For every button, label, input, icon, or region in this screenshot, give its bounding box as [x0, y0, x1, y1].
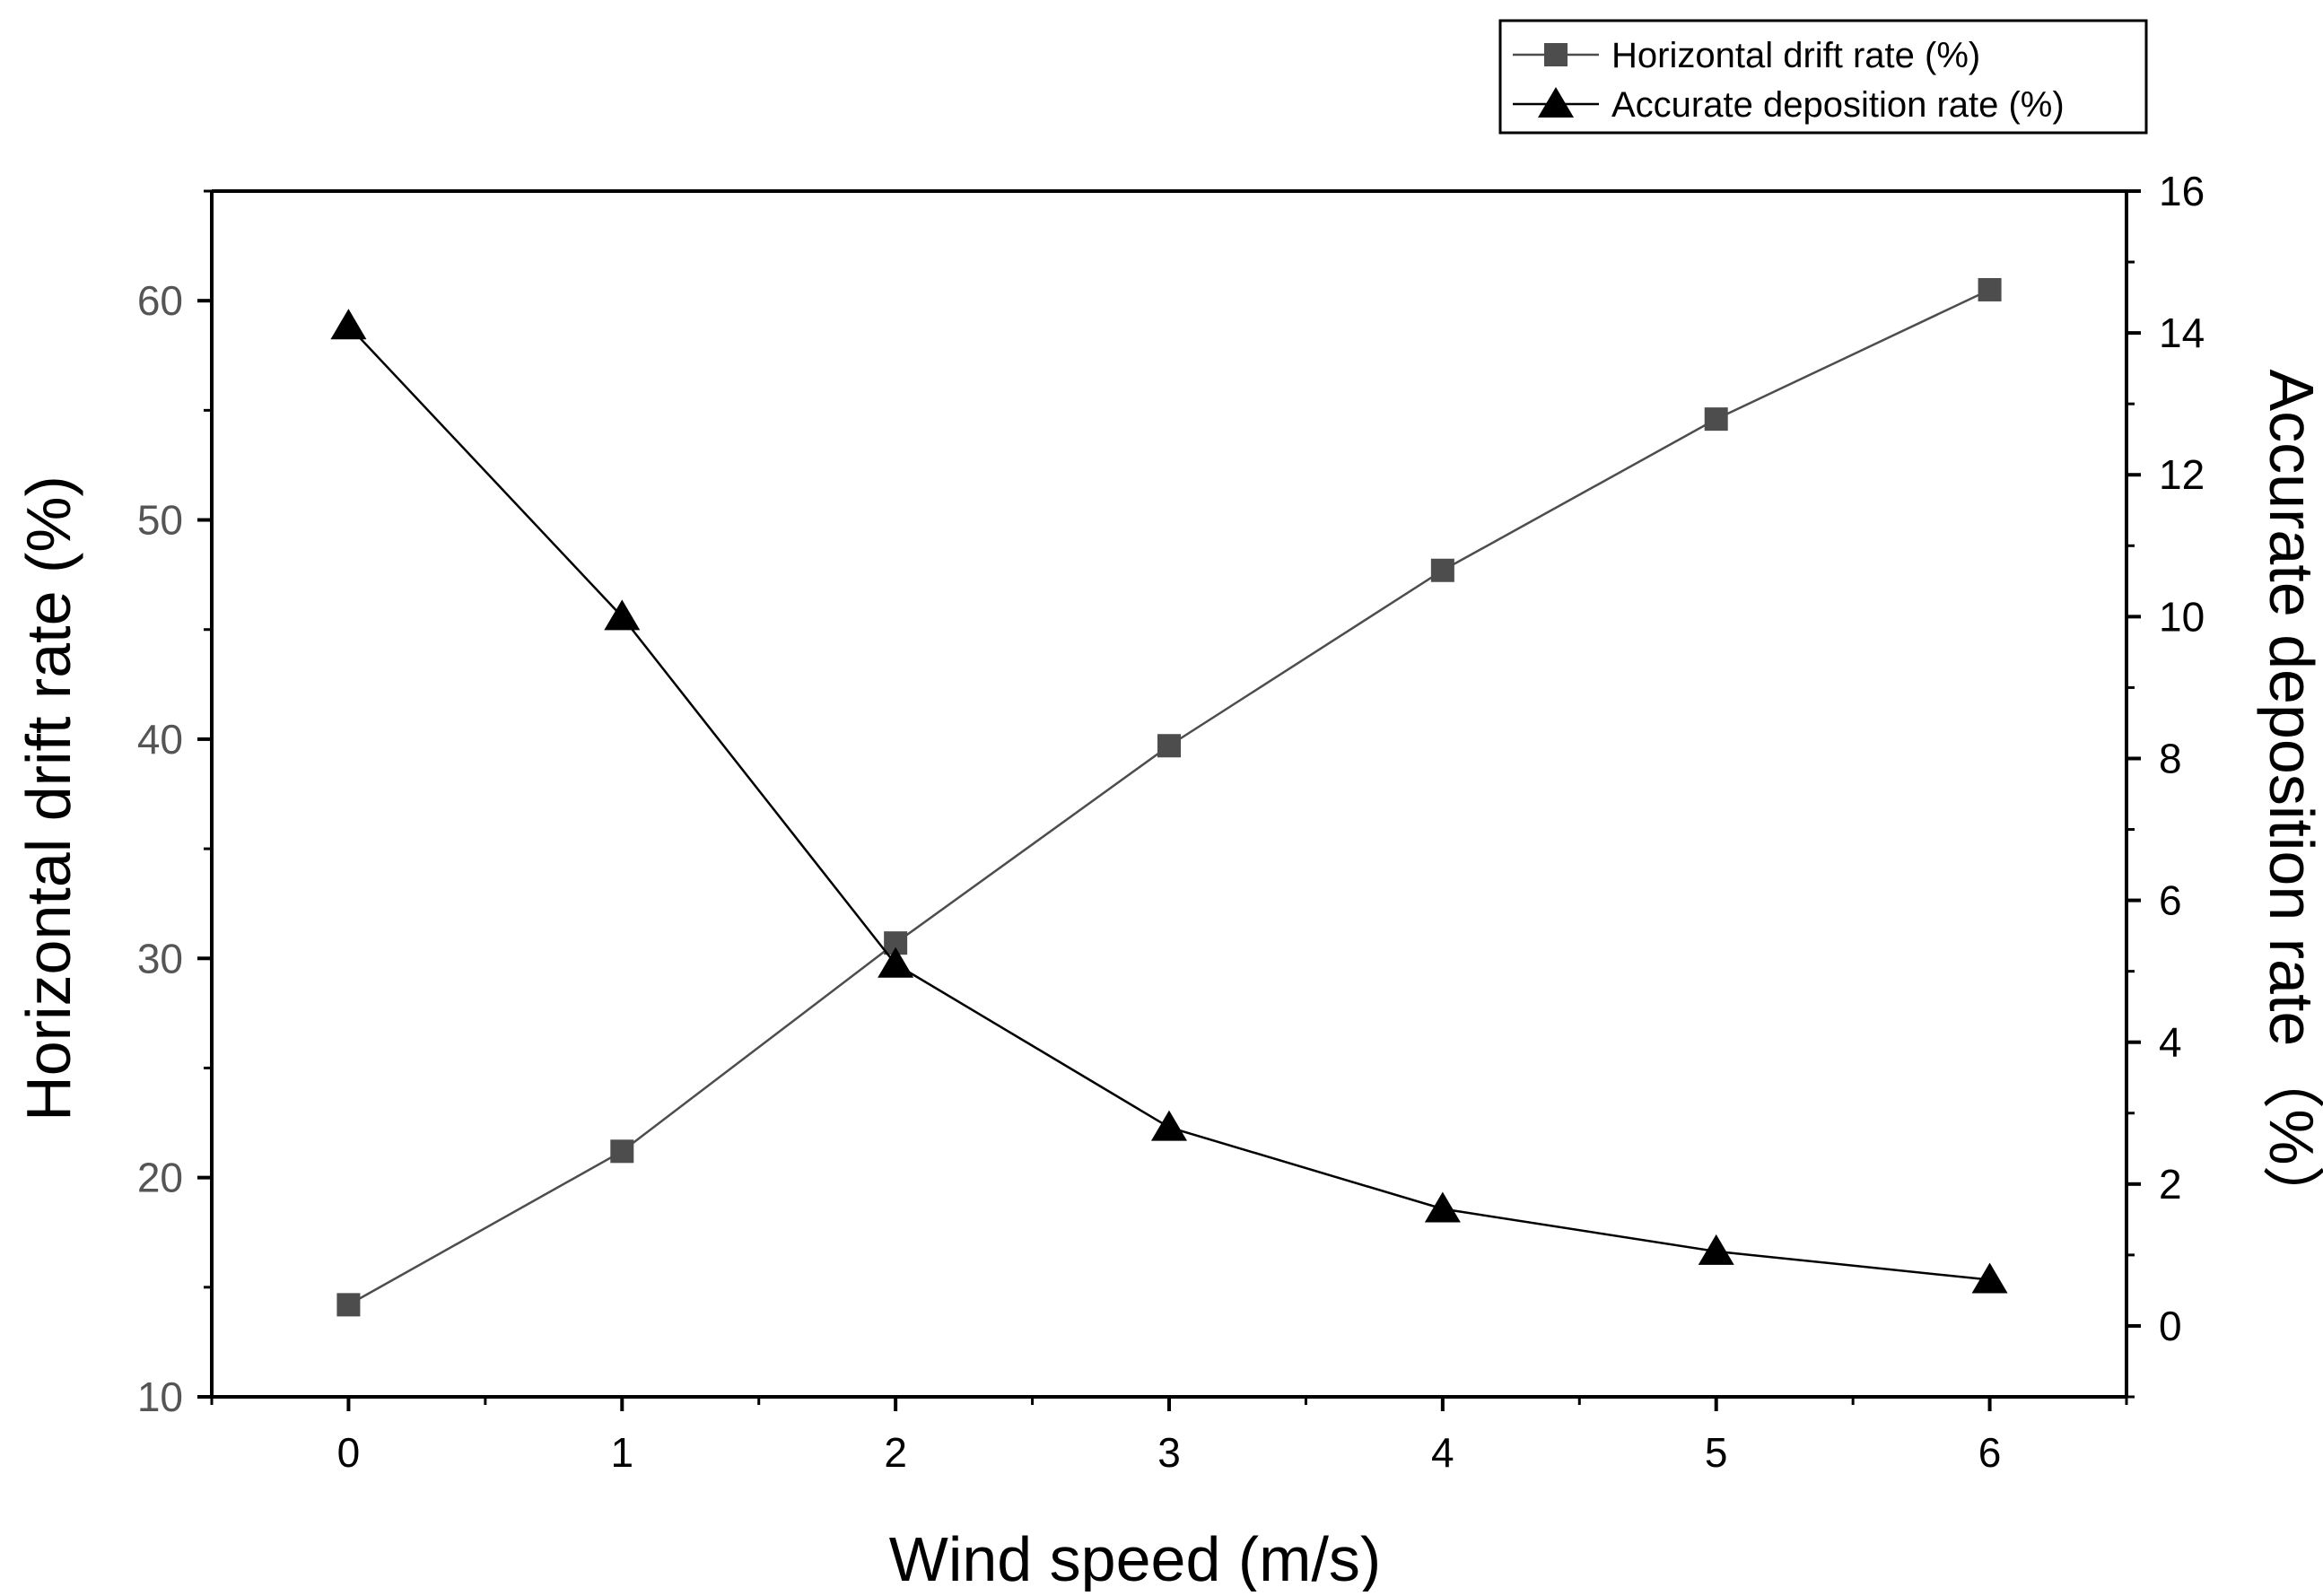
- triangle-marker: [330, 309, 367, 340]
- series-line: [347, 288, 1991, 1306]
- legend-item: Horizontal drift rate (%): [1513, 36, 1980, 75]
- series-layer: [330, 277, 2008, 1317]
- series-accurate-deposition: [330, 309, 2008, 1294]
- y-left-tick-label: 60: [137, 277, 183, 324]
- legend: Horizontal drift rate (%) Accurate deposi…: [1498, 19, 2148, 135]
- legend-box: [1498, 19, 2148, 135]
- square-marker: [610, 1139, 634, 1164]
- y-axis-right-title: Accurate deposition rate（%）: [2257, 369, 2323, 1227]
- triangle-marker: [1151, 1110, 1187, 1141]
- y-left-tick-label: 30: [137, 935, 183, 981]
- y-right-tick-label: 16: [2159, 168, 2205, 214]
- axes: [210, 189, 2128, 1399]
- y-left-tick-label: 50: [137, 497, 183, 544]
- x-tick-label: 3: [1157, 1429, 1181, 1476]
- triangle-marker: [604, 599, 641, 631]
- x-tick-label: 6: [1978, 1429, 2002, 1476]
- y-right-tick-label: 6: [2159, 877, 2182, 924]
- y-right-tick-label: 8: [2159, 735, 2182, 781]
- y-right-tick-label: 4: [2159, 1019, 2182, 1066]
- square-marker: [1978, 277, 2002, 301]
- legend-item: Accurate deposition rate (%): [1513, 85, 2065, 125]
- square-marker: [1157, 734, 1181, 758]
- legend-label: Horizontal drift rate (%): [1611, 36, 1980, 75]
- triangle-marker: [1971, 1262, 2008, 1294]
- legend-square-icon: [1544, 43, 1568, 66]
- y-right-tick-label: 2: [2159, 1161, 2182, 1208]
- legend-label: Accurate deposition rate (%): [1611, 85, 2065, 125]
- y-left-tick-label: 10: [137, 1374, 183, 1420]
- series-horizontal-drift: [336, 277, 2002, 1317]
- triangle-marker: [1698, 1234, 1734, 1265]
- y-right-tick-label: 14: [2159, 310, 2205, 356]
- y-axis-left-title: Horizontal drift rate (%): [13, 475, 83, 1121]
- square-marker: [336, 1293, 361, 1317]
- x-tick-label: 0: [337, 1429, 361, 1476]
- x-tick-label: 2: [884, 1429, 907, 1476]
- x-axis-title: Wind speed (m/s): [889, 1524, 1381, 1592]
- square-marker: [1704, 407, 1728, 432]
- y-left-tick-label: 20: [137, 1155, 183, 1201]
- triangle-marker: [878, 946, 914, 978]
- x-tick-label: 1: [610, 1429, 633, 1476]
- triangle-marker: [1424, 1191, 1461, 1223]
- y-right-tick-label: 10: [2159, 593, 2205, 640]
- square-marker: [1430, 558, 1454, 582]
- x-tick-label: 4: [1431, 1429, 1454, 1476]
- y-right-tick-label: 12: [2159, 451, 2205, 498]
- y-left-tick-label: 40: [137, 716, 183, 763]
- x-tick-label: 5: [1705, 1429, 1728, 1476]
- legend-triangle-icon: [1538, 87, 1574, 118]
- y-right-tick-label: 0: [2159, 1303, 2182, 1349]
